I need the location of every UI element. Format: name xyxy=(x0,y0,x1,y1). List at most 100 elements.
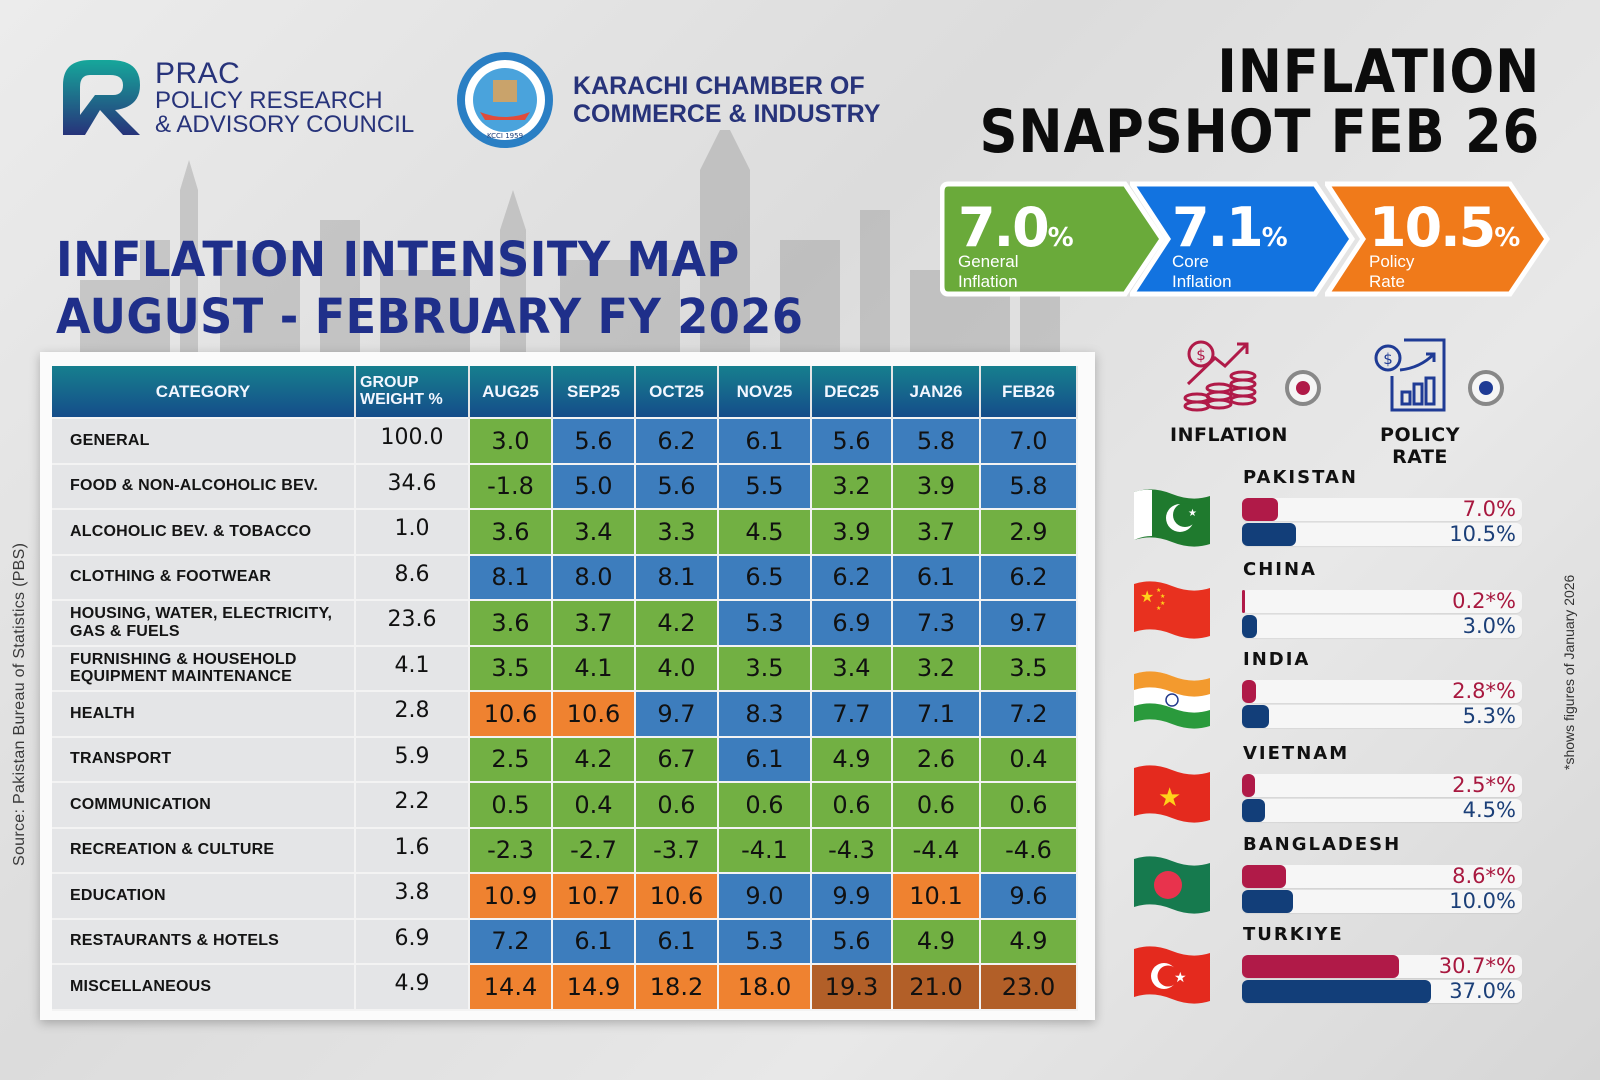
heatmap-cell: -4.4 xyxy=(891,826,981,874)
kcci-logo: KCCI 1959 KARACHI CHAMBER OF COMMERCE & … xyxy=(455,50,880,150)
china-flag-icon: ★ ★★★★ xyxy=(1134,581,1210,639)
country-item-pakistan: ★ PAKISTAN 7.0% 10.5% xyxy=(1130,467,1530,568)
kpi-label: Core Inflation xyxy=(1172,252,1232,291)
country-name: VIETNAM xyxy=(1243,743,1350,764)
heatmap-cell: 0.4 xyxy=(979,735,1078,783)
kcci-name-line1: KARACHI CHAMBER OF xyxy=(573,72,865,100)
weight-cell: 34.6 xyxy=(354,462,470,510)
heatmap-cell: 4.9 xyxy=(891,917,981,965)
heatmap-cell: 4.0 xyxy=(634,644,719,692)
kpi-chevron-shape xyxy=(1325,181,1551,297)
weight-cell: 2.2 xyxy=(354,781,470,829)
policy-rate-bar-track: 4.5% xyxy=(1242,799,1522,822)
column-header: CATEGORY xyxy=(52,366,356,418)
heatmap-cell: 3.9 xyxy=(810,508,893,556)
heatmap-cell: 0.6 xyxy=(979,781,1078,829)
heatmap-cell: 5.6 xyxy=(810,417,893,465)
heatmap-cell: 3.0 xyxy=(468,417,553,465)
heatmap-cell: 3.7 xyxy=(891,508,981,556)
heatmap-cell: 6.7 xyxy=(634,735,719,783)
weight-cell: 1.6 xyxy=(354,826,470,874)
heatmap-cell: 0.5 xyxy=(468,781,553,829)
footnote: *shows figures of January 2026 xyxy=(1561,574,1577,770)
category-cell: MISCELLANEOUS xyxy=(52,963,356,1011)
policy-rate-bar xyxy=(1242,523,1296,546)
policy-rate-bar-track: 37.0% xyxy=(1242,980,1522,1003)
country-name: BANGLADESH xyxy=(1243,834,1402,855)
weight-cell: 23.6 xyxy=(354,599,470,647)
heatmap-cell: 6.9 xyxy=(810,599,893,647)
pakistan-flag-icon: ★ xyxy=(1134,489,1210,547)
svg-text:★: ★ xyxy=(1156,587,1161,594)
heatmap-card: CATEGORY GROUP WEIGHT % AUG25 SEP25 OCT25 NOV… xyxy=(40,352,1095,1020)
heatmap-cell: 10.6 xyxy=(551,690,636,738)
inflation-value-label: 8.6*% xyxy=(1452,864,1516,888)
policy-rate-bar-track: 10.0% xyxy=(1242,890,1522,913)
kpi-label: Policy Rate xyxy=(1369,252,1415,291)
svg-text:★: ★ xyxy=(1140,589,1154,606)
kpi-value: 7.0% xyxy=(958,196,1074,259)
category-cell: FOOD & NON-ALCOHOLIC BEV. xyxy=(52,462,356,510)
policy-rate-bar xyxy=(1242,705,1270,728)
inflation-heatmap-table: CATEGORY GROUP WEIGHT % AUG25 SEP25 OCT25 NOV… xyxy=(52,366,1078,1011)
policy-rate-value-label: 4.5% xyxy=(1462,798,1516,822)
column-header: AUG25 xyxy=(469,366,553,418)
heatmap-cell: 5.6 xyxy=(634,462,719,510)
policy-rate-bar xyxy=(1242,890,1294,913)
heatmap-cell: -4.1 xyxy=(717,826,812,874)
heatmap-cell: 5.5 xyxy=(717,462,812,510)
category-cell: EDUCATION xyxy=(52,872,356,920)
heatmap-cell: 21.0 xyxy=(891,963,981,1011)
policy-rate-bar-track: 3.0% xyxy=(1242,615,1522,638)
heatmap-cell: 4.2 xyxy=(634,599,719,647)
heatmap-title-line1: INFLATION INTENSITY MAP xyxy=(56,232,740,288)
heatmap-cell: 3.6 xyxy=(468,599,553,647)
heatmap-cell: 18.2 xyxy=(634,963,719,1011)
heatmap-cell: 0.6 xyxy=(810,781,893,829)
table-row: MISCELLANEOUS 4.9 14.4 14.9 18.2 18.0 19.3 21.0… xyxy=(52,963,1078,1011)
heatmap-cell: 2.6 xyxy=(891,735,981,783)
heatmap-cell: 5.3 xyxy=(717,917,812,965)
heatmap-cell: 3.9 xyxy=(891,462,981,510)
inflation-bar-track: 2.8*% xyxy=(1242,680,1522,703)
category-cell: FURNISHING & HOUSEHOLD EQUIPMENT MAINTEN… xyxy=(52,644,356,692)
heatmap-cell: 4.9 xyxy=(979,917,1078,965)
svg-text:$: $ xyxy=(1196,346,1206,364)
heatmap-cell: 4.2 xyxy=(551,735,636,783)
heatmap-cell: 7.0 xyxy=(979,417,1078,465)
inflation-bar-track: 0.2*% xyxy=(1242,590,1522,613)
heatmap-cell: 4.9 xyxy=(810,735,893,783)
kpi-unit: % xyxy=(1261,223,1288,253)
table-row: RESTAURANTS & HOTELS 6.9 7.2 6.1 6.1 5.3 5.6 4.… xyxy=(52,917,1078,965)
prac-logo: PRAC POLICY RESEARCH & ADVISORY COUNCIL xyxy=(55,55,414,140)
inflation-value-label: 2.8*% xyxy=(1452,679,1516,703)
inflation-bar xyxy=(1242,955,1400,978)
country-name: PAKISTAN xyxy=(1243,467,1358,488)
heatmap-cell: 6.1 xyxy=(717,417,812,465)
column-header: NOV25 xyxy=(718,366,812,418)
inflation-value-label: 0.2*% xyxy=(1452,589,1516,613)
column-header: GROUP WEIGHT % xyxy=(355,366,470,418)
heatmap-cell: 3.7 xyxy=(551,599,636,647)
inflation-value-label: 7.0% xyxy=(1462,497,1516,521)
table-row: GENERAL 100.0 3.0 5.6 6.2 6.1 5.6 5.8 7.0 xyxy=(52,417,1078,465)
kpi-chevron-shape xyxy=(1130,181,1356,297)
heatmap-cell: 7.2 xyxy=(979,690,1078,738)
table-row: CLOTHING & FOOTWEAR 8.6 8.1 8.0 8.1 6.5 6.2 6.1… xyxy=(52,553,1078,601)
heatmap-cell: 2.9 xyxy=(979,508,1078,556)
table-row: ALCOHOLIC BEV. & TOBACCO 1.0 3.6 3.4 3.3 4.5 3… xyxy=(52,508,1078,556)
heatmap-cell: 3.2 xyxy=(891,644,981,692)
prac-name: PRAC xyxy=(155,56,241,90)
svg-text:★: ★ xyxy=(1160,600,1165,607)
heatmap-cell: -4.3 xyxy=(810,826,893,874)
heatmap-cell: 9.0 xyxy=(717,872,812,920)
weight-cell: 4.1 xyxy=(354,644,470,692)
heatmap-cell: 5.0 xyxy=(551,462,636,510)
heatmap-cell: 6.1 xyxy=(891,553,981,601)
heatmap-cell: 10.9 xyxy=(468,872,553,920)
kcci-seal-icon: KCCI 1959 xyxy=(457,52,553,148)
svg-text:★: ★ xyxy=(1174,969,1187,985)
category-cell: COMMUNICATION xyxy=(52,781,356,829)
kpi-label: General Inflation xyxy=(958,252,1019,291)
heatmap-cell: 23.0 xyxy=(979,963,1078,1011)
